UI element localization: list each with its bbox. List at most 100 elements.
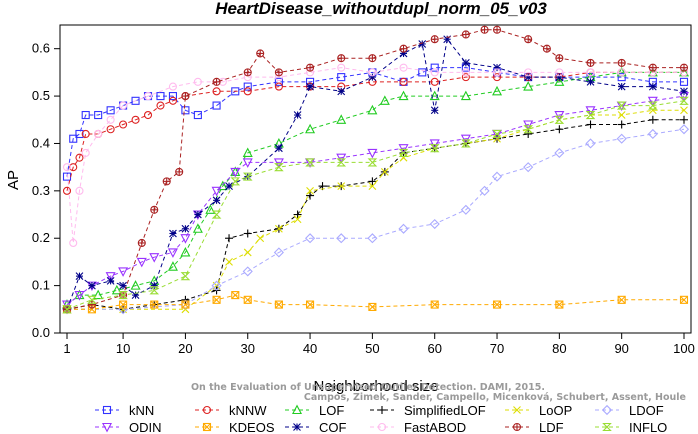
data-point-lof [180, 246, 191, 257]
data-point-odin [105, 272, 116, 282]
data-point-ldof [429, 218, 440, 230]
data-point-inflo [242, 172, 253, 181]
data-point-kdeos [306, 300, 315, 309]
data-point-knnw [430, 77, 439, 86]
legend-item-simplifiedlof: SimplifiedLOF [370, 403, 486, 418]
data-point-knnw [119, 120, 128, 129]
series-line-knnw [66, 71, 684, 191]
data-point-cof [337, 87, 346, 96]
data-point-ldof [585, 138, 596, 149]
data-point-knn [617, 73, 626, 82]
data-point-cof [88, 281, 96, 290]
data-point-inflo [523, 125, 534, 134]
data-point-knnw [106, 125, 115, 134]
data-point-kdeos [617, 295, 626, 304]
series-line-cof [66, 38, 685, 310]
data-point-lof [205, 204, 216, 214]
legend-item-lof: LOF [285, 403, 344, 418]
data-point-knnw [243, 87, 252, 96]
data-point-knnw [492, 73, 502, 82]
series-line-fastabod [66, 67, 684, 244]
x-tick-label: 20 [178, 341, 192, 356]
data-point-ldof [616, 133, 627, 144]
legend-item-loop: LoOP [505, 403, 572, 418]
data-point-kdeos [119, 300, 128, 309]
y-tick-label: 0.2 [32, 230, 50, 245]
data-point-ldf [679, 63, 689, 72]
x-tick-label: 70 [490, 341, 504, 356]
data-point-ldof [554, 147, 565, 159]
data-point-ldf [243, 68, 252, 77]
data-point-lof [192, 223, 203, 233]
data-point-lof [460, 90, 471, 101]
data-point-lof [305, 123, 316, 134]
data-point-inflo [398, 148, 409, 157]
data-point-odin [647, 96, 658, 107]
data-point-odin [180, 234, 191, 244]
data-point-inflo [585, 110, 596, 120]
data-point-knn [679, 77, 689, 86]
data-point-inflo [87, 295, 97, 304]
data-point-knn [243, 82, 252, 91]
data-point-odin [149, 253, 160, 263]
data-point-inflo [211, 210, 222, 219]
data-point-knn [337, 73, 346, 82]
data-point-ldf [274, 68, 283, 77]
data-point-cof [212, 196, 221, 205]
data-point-knn [131, 96, 140, 105]
data-point-cof [617, 82, 626, 91]
data-point-ldof [647, 128, 658, 140]
series-line-lof [66, 71, 684, 305]
data-point-kdeos [181, 300, 190, 309]
data-point-ldof [367, 233, 378, 244]
data-point-fastabod [168, 82, 177, 91]
data-point-cof [461, 59, 470, 67]
data-point-fastabod [586, 68, 595, 77]
series-line-kdeos [67, 294, 684, 310]
data-point-odin [460, 134, 471, 145]
data-point-knn [418, 68, 427, 77]
data-point-ldof [398, 223, 409, 234]
series-odin [61, 92, 690, 311]
data-point-loop [306, 186, 314, 195]
legend-label: LDF [539, 420, 564, 434]
data-point-cof [430, 106, 439, 115]
data-point-simplifiedlof [368, 177, 377, 186]
series-layer [61, 25, 690, 315]
data-point-ldof [242, 266, 253, 277]
data-point-knnw [75, 153, 84, 162]
data-point-knnw [143, 110, 153, 120]
data-point-knn [168, 92, 177, 101]
data-point-cof [648, 82, 657, 91]
series-inflo [62, 96, 689, 314]
x-tick-label: 50 [365, 341, 379, 356]
data-point-inflo [118, 291, 128, 300]
data-point-simplifiedlof [555, 125, 564, 134]
data-point-fastabod [430, 68, 439, 77]
data-point-ldf [480, 25, 489, 34]
legend: kNN kNNW LOF SimplifiedLOF LoOP LDOF ODIN KDEOS… [95, 403, 667, 434]
series-line-inflo [66, 100, 685, 310]
y-tick-label: 0.6 [32, 41, 50, 56]
data-point-cof [275, 144, 283, 153]
data-point-kdeos [368, 302, 377, 311]
data-point-knn [430, 63, 439, 72]
data-point-simplifiedlof [680, 115, 688, 124]
data-point-lof [93, 289, 104, 300]
data-point-odin [230, 167, 241, 178]
series-line-simplifiedlof [66, 119, 684, 310]
data-point-inflo [429, 144, 440, 153]
data-point-inflo [230, 177, 241, 186]
data-point-inflo [461, 139, 471, 148]
data-point-fastabod [368, 68, 377, 77]
data-point-cof [306, 82, 314, 91]
x-tick-label: 10 [116, 341, 130, 356]
data-point-lof [492, 85, 503, 96]
x-tick-label: 30 [241, 341, 255, 356]
data-point-ldf [137, 238, 146, 248]
data-point-knn [106, 106, 115, 115]
x-tick-label: 80 [552, 341, 566, 356]
series-kdeos [62, 291, 689, 314]
